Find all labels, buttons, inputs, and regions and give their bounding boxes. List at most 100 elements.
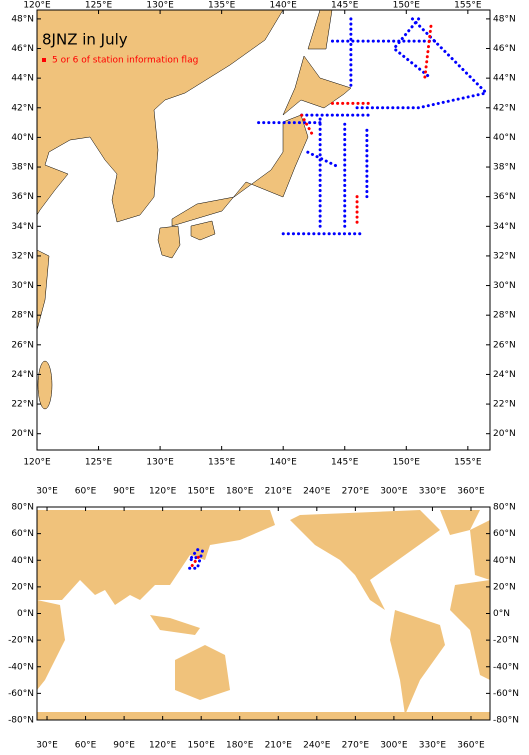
y-tick-label: 48°N bbox=[493, 14, 516, 24]
station-track bbox=[355, 91, 488, 110]
honshu bbox=[171, 114, 309, 227]
y-tick-label: 40°N bbox=[11, 133, 34, 143]
y-tick-label: 44°N bbox=[11, 74, 34, 84]
south-america bbox=[390, 610, 445, 715]
y-tick-label: 28°N bbox=[493, 311, 516, 321]
y-tick-label: 30°N bbox=[11, 281, 34, 291]
x-tick-label: 150°E bbox=[393, 1, 421, 11]
indonesia bbox=[150, 615, 200, 635]
top-land bbox=[36, 9, 352, 410]
station-track bbox=[391, 17, 433, 80]
y-tick-label: -80°N bbox=[493, 716, 519, 726]
asia-mainland bbox=[36, 9, 284, 223]
y-tick-label: 26°N bbox=[11, 340, 34, 350]
y-tick-label: 30°N bbox=[493, 281, 516, 291]
y-tick-label: 40°N bbox=[11, 556, 34, 566]
y-tick-label: 38°N bbox=[11, 163, 34, 173]
y-tick-label: -20°N bbox=[493, 636, 519, 646]
legend-marker bbox=[42, 58, 46, 62]
y-tick-label: 42°N bbox=[11, 103, 34, 113]
y-tick-label: 46°N bbox=[11, 44, 34, 54]
y-tick-label: 24°N bbox=[493, 370, 516, 380]
y-tick-label: 42°N bbox=[493, 103, 516, 113]
north-america bbox=[290, 510, 440, 610]
x-tick-label: 120°E bbox=[149, 741, 177, 751]
y-tick-label: -20°N bbox=[8, 636, 34, 646]
x-tick-label: 210°E bbox=[265, 741, 293, 751]
x-tick-label: 90°E bbox=[113, 487, 135, 497]
x-tick-label: 130°E bbox=[146, 1, 174, 11]
y-tick-label: 26°N bbox=[493, 340, 516, 350]
map-frame bbox=[36, 9, 491, 451]
station-track bbox=[300, 113, 316, 139]
y-tick-label: -80°N bbox=[8, 716, 34, 726]
y-tick-label: 80°N bbox=[493, 503, 516, 513]
x-tick-label: 30°E bbox=[36, 741, 58, 751]
station-track bbox=[185, 547, 205, 570]
sakhalin bbox=[307, 9, 333, 50]
y-tick-label: -60°N bbox=[8, 689, 34, 699]
antarctica bbox=[37, 712, 490, 720]
australia bbox=[175, 645, 230, 700]
x-tick-label: 210°E bbox=[265, 487, 293, 497]
hokkaido bbox=[282, 55, 352, 116]
y-tick-label: 20°N bbox=[493, 582, 516, 592]
y-tick-label: 32°N bbox=[11, 251, 34, 261]
y-tick-label: -60°N bbox=[493, 689, 519, 699]
y-tick-label: 60°N bbox=[11, 529, 34, 539]
x-tick-label: 140°E bbox=[270, 1, 298, 11]
station-track bbox=[190, 552, 203, 568]
x-tick-label: 140°E bbox=[270, 458, 298, 468]
x-tick-label: 155°E bbox=[454, 458, 482, 468]
y-tick-label: 20°N bbox=[493, 429, 516, 439]
x-tick-label: 135°E bbox=[208, 458, 236, 468]
y-tick-label: 60°N bbox=[493, 529, 516, 539]
y-tick-label: 32°N bbox=[493, 251, 516, 261]
y-tick-label: 0°N bbox=[17, 609, 34, 619]
station-track bbox=[410, 17, 488, 95]
x-tick-label: 150°E bbox=[188, 487, 216, 497]
y-tick-label: 22°N bbox=[11, 400, 34, 410]
eurasia bbox=[37, 510, 275, 605]
station-track bbox=[423, 24, 433, 80]
x-tick-label: 330°E bbox=[419, 487, 447, 497]
x-tick-label: 155°E bbox=[454, 1, 482, 11]
y-tick-label: 34°N bbox=[11, 222, 34, 232]
y-tick-label: 40°N bbox=[493, 133, 516, 143]
y-tick-label: 80°N bbox=[11, 503, 34, 513]
y-tick-label: 22°N bbox=[493, 400, 516, 410]
x-tick-label: 145°E bbox=[331, 1, 359, 11]
y-tick-label: 24°N bbox=[11, 370, 34, 380]
y-tick-label: 34°N bbox=[493, 222, 516, 232]
x-tick-label: 240°E bbox=[303, 487, 331, 497]
x-tick-label: 120°E bbox=[23, 458, 51, 468]
africa-west bbox=[450, 580, 490, 680]
greenland bbox=[440, 510, 480, 535]
x-tick-label: 90°E bbox=[113, 741, 135, 751]
y-tick-label: 36°N bbox=[11, 192, 34, 202]
legend-label: 5 or 6 of station information flag bbox=[52, 56, 198, 66]
y-tick-label: 48°N bbox=[11, 14, 34, 24]
y-tick-label: 46°N bbox=[493, 44, 516, 54]
station-track bbox=[306, 150, 341, 169]
x-tick-label: 60°E bbox=[75, 741, 97, 751]
x-tick-label: 270°E bbox=[342, 741, 370, 751]
map-title: 8JNZ in July bbox=[42, 31, 128, 49]
x-tick-label: 60°E bbox=[75, 487, 97, 497]
x-tick-label: 360°E bbox=[457, 741, 485, 751]
x-tick-label: 125°E bbox=[85, 1, 113, 11]
x-tick-label: 120°E bbox=[149, 487, 177, 497]
kyushu bbox=[157, 225, 181, 259]
y-tick-label: 44°N bbox=[493, 74, 516, 84]
shikoku bbox=[190, 220, 216, 241]
y-tick-label: 20°N bbox=[11, 429, 34, 439]
x-tick-label: 145°E bbox=[331, 458, 359, 468]
x-tick-label: 300°E bbox=[380, 741, 408, 751]
x-tick-label: 180°E bbox=[226, 741, 254, 751]
x-tick-label: 30°E bbox=[36, 487, 58, 497]
y-tick-label: 20°N bbox=[11, 582, 34, 592]
y-tick-label: 0°N bbox=[493, 609, 510, 619]
x-tick-label: 150°E bbox=[393, 458, 421, 468]
